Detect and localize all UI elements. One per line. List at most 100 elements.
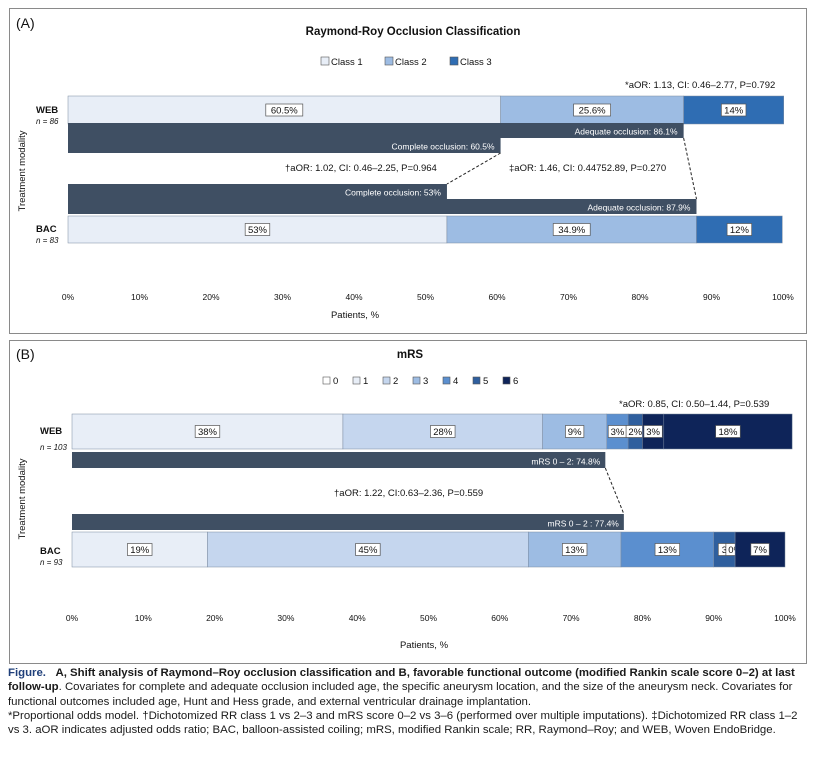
- web-label-class-1: 60.5%: [271, 106, 298, 117]
- y-axis-label-b: Treatment modality: [17, 458, 28, 539]
- category-bac-n-a: n = 83: [36, 236, 59, 245]
- panel-b-title: mRS: [397, 349, 424, 361]
- category-web-a: WEB: [36, 105, 58, 116]
- connector-mrs: [604, 467, 625, 515]
- caption-title: A, Shift analysis of Raymond–Roy occlusi…: [8, 667, 795, 694]
- caption-text-1: . Covariates for complete and adequate o…: [8, 681, 793, 708]
- bac-label-seg-4-box: [654, 543, 681, 556]
- x-tick-b-10: 100%: [774, 613, 796, 623]
- legend-swatch-mrs-2: [382, 376, 391, 385]
- web-label-seg-1: 38%: [198, 427, 218, 438]
- web-adequate-bar: [68, 123, 684, 138]
- caption-figure-label: Figure.: [8, 667, 46, 679]
- bac-label-seg-2-box: [355, 543, 381, 556]
- legend-label-mrs-5: 5: [483, 376, 488, 387]
- x-tick-b-0: 0%: [66, 613, 79, 623]
- x-tick-a-3: 30%: [274, 292, 291, 302]
- bac-mrs-bar: [72, 514, 624, 530]
- x-tick-b-8: 80%: [634, 613, 651, 623]
- category-web-n-b: n = 103: [40, 443, 67, 452]
- bac-label-class-2-box: [552, 223, 591, 236]
- legend-label-class-1: Class 1: [331, 57, 363, 68]
- web-label-seg-2: 28%: [433, 427, 453, 438]
- web-label-seg-6: 3%: [646, 427, 660, 438]
- x-tick-b-3: 30%: [277, 613, 294, 623]
- stat-top-b: *aOR: 0.85, CI: 0.50–1.44, P=0.539: [619, 399, 769, 410]
- chart-a: (A) Raymond-Roy Occlusion Classification C…: [16, 15, 794, 321]
- legend-label-mrs-3: 3: [423, 376, 428, 387]
- web-label-seg-3: 9%: [568, 427, 582, 438]
- legend-swatch-class-3: [449, 56, 459, 66]
- legend-swatch-mrs-5: [472, 376, 481, 385]
- stat-top-a: *aOR: 1.13, CI: 0.46–2.77, P=0.792: [625, 80, 775, 91]
- web-label-seg-7: 18%: [718, 427, 738, 438]
- chart-b: (B) mRS 0 1 2 3 4 5 6 *aOR: 0.85, CI: 0.50–1.44, …: [16, 346, 796, 651]
- bac-label-seg-4: 13%: [658, 545, 678, 556]
- category-bac-n-b: n = 93: [40, 558, 63, 567]
- bac-label-seg-1-box: [127, 543, 153, 556]
- web-label-seg-3-box: [565, 425, 585, 438]
- bac-adequate-label: Adequate occlusion: 87.9%: [587, 203, 690, 213]
- legend-label-mrs-1: 1: [363, 376, 368, 387]
- stat-left-a: †aOR: 1.02, CI: 0.46–2.25, P=0.964: [285, 163, 437, 174]
- legend-swatch-mrs-0: [322, 376, 331, 385]
- x-tick-a-10: 100%: [772, 292, 794, 302]
- web-adequate-label: Adequate occlusion: 86.1%: [575, 127, 678, 137]
- x-tick-a-9: 90%: [703, 292, 720, 302]
- legend-swatch-class-2: [384, 56, 394, 66]
- web-label-seg-4: 3%: [611, 427, 625, 438]
- bac-label-seg-5: 3: [722, 545, 727, 556]
- bac-mrs-label: mRS 0 – 2 : 77.4%: [548, 519, 620, 529]
- legend-swatch-class-1: [320, 56, 330, 66]
- category-bac-a: BAC: [36, 224, 57, 235]
- x-tick-b-2: 20%: [206, 613, 223, 623]
- x-tick-a-5: 50%: [417, 292, 434, 302]
- x-tick-a-8: 80%: [631, 292, 648, 302]
- web-label-class-2: 25.6%: [579, 106, 606, 117]
- web-label-seg-2-box: [430, 425, 456, 438]
- bac-label-class-2: 34.9%: [558, 225, 585, 236]
- bac-complete-bar: [68, 184, 447, 199]
- x-tick-b-1: 10%: [135, 613, 152, 623]
- stat-right-a: ‡aOR: 1.46, CI: 0.44752.89, P=0.270: [509, 163, 666, 174]
- panel-b-letter: (B): [16, 346, 35, 362]
- stat-mid-b: †aOR: 1.22, CI:0.63–2.36, P=0.559: [334, 488, 483, 499]
- legend-swatch-mrs-1: [352, 376, 361, 385]
- x-tick-b-5: 50%: [420, 613, 437, 623]
- category-web-n-a: n = 86: [36, 117, 59, 126]
- legend-swatch-mrs-4: [442, 376, 451, 385]
- connector-adequate: [683, 137, 697, 200]
- x-tick-a-6: 60%: [488, 292, 505, 302]
- x-tick-a-0: 0%: [62, 292, 75, 302]
- web-label-class-1-box: [265, 103, 304, 117]
- x-tick-b-9: 90%: [705, 613, 722, 623]
- bac-label-class-3-box: [726, 223, 753, 236]
- x-axis-label-a: Patients, %: [331, 310, 380, 321]
- web-complete-label: Complete occlusion: 60.5%: [392, 142, 495, 152]
- bac-label-seg-2: 45%: [358, 545, 378, 556]
- x-tick-a-7: 70%: [560, 292, 577, 302]
- legend-swatch-mrs-3: [412, 376, 421, 385]
- y-axis-label-a: Treatment modality: [17, 130, 28, 211]
- category-web-b: WEB: [40, 426, 62, 437]
- legend-label-mrs-6: 6: [513, 376, 518, 387]
- web-complete-bar: [68, 138, 501, 153]
- legend-swatch-mrs-6: [502, 376, 511, 385]
- legend-label-mrs-2: 2: [393, 376, 398, 387]
- panel-b: (B) mRS 0 1 2 3 4 5 6 *aOR: 0.85, CI: 0.50–1.44, …: [9, 340, 807, 664]
- panel-a-title: Raymond-Roy Occlusion Classification: [306, 26, 521, 38]
- bac-label-seg-7: 7%: [753, 545, 767, 556]
- web-label-class-3: 14%: [724, 106, 744, 117]
- panel-a-letter: (A): [16, 15, 35, 31]
- web-label-class-3-box: [721, 103, 747, 117]
- x-tick-b-7: 70%: [563, 613, 580, 623]
- legend-label-mrs-0: 0: [333, 376, 338, 387]
- bac-label-seg-1: 19%: [130, 545, 150, 556]
- bac-label-class-1: 53%: [248, 225, 268, 236]
- bac-label-class-3: 12%: [730, 225, 750, 236]
- web-label-seg-6-box: [643, 425, 663, 438]
- web-label-seg-7-box: [715, 425, 741, 438]
- bac-label-seg-7-box: [750, 543, 770, 556]
- connector-complete: [446, 152, 501, 185]
- legend-label-class-3: Class 3: [460, 57, 492, 68]
